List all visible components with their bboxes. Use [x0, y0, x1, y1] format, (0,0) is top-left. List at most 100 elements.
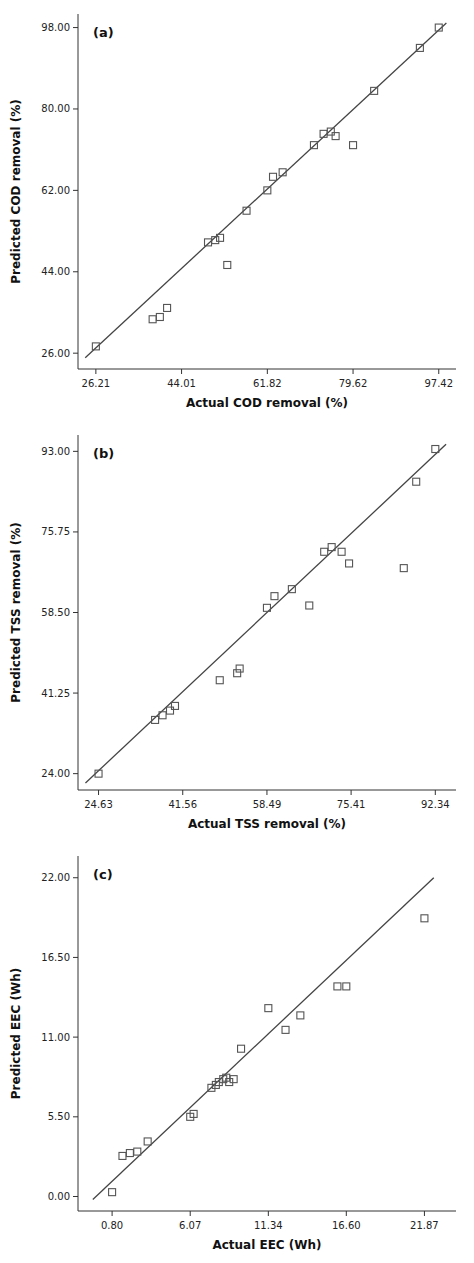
- scatter-point: [119, 1152, 126, 1159]
- scatter-point: [320, 130, 327, 137]
- y-tick-label: 80.00: [41, 103, 70, 114]
- scatter-point: [144, 1138, 151, 1145]
- y-tick: [73, 877, 78, 878]
- y-axis-label: Predicted COD removal (%): [9, 99, 23, 283]
- x-tick-label: 26.21: [82, 378, 111, 389]
- scatter-point: [190, 1110, 197, 1117]
- scatter-point: [216, 677, 223, 684]
- scatter-point: [435, 24, 442, 31]
- x-tick-label: 0.80: [101, 1220, 123, 1231]
- scatter-point: [167, 707, 174, 714]
- scatter-point: [282, 1026, 289, 1033]
- scatter-point: [400, 565, 407, 572]
- y-tick: [73, 957, 78, 958]
- plot-area: [85, 23, 446, 358]
- scatter-point: [230, 1076, 237, 1083]
- y-tick: [73, 190, 78, 191]
- x-tick-label: 97.42: [424, 378, 453, 389]
- x-tick: [424, 1211, 425, 1216]
- y-tick-label: 93.00: [41, 446, 70, 457]
- y-tick: [73, 451, 78, 452]
- plot-area: [93, 878, 434, 1200]
- y-tick: [73, 693, 78, 694]
- y-axis-line: [78, 856, 79, 1211]
- x-tick: [351, 790, 352, 795]
- scatter-point: [334, 983, 341, 990]
- x-tick: [95, 369, 96, 374]
- scatter-point: [205, 239, 212, 246]
- scatter-point: [346, 560, 353, 567]
- scatter-point: [95, 770, 102, 777]
- y-tick-label: 24.00: [41, 768, 70, 779]
- scatter-point: [264, 187, 271, 194]
- y-tick: [73, 1196, 78, 1197]
- plot-area: [85, 444, 446, 783]
- x-tick-label: 41.56: [168, 799, 197, 810]
- scatter-point: [270, 173, 277, 180]
- scatter-point: [234, 670, 241, 677]
- y-tick: [73, 773, 78, 774]
- scatter-point: [271, 593, 278, 600]
- y-tick-label: 58.50: [41, 607, 70, 618]
- scatter-point: [328, 544, 335, 551]
- y-tick-label: 98.00: [41, 22, 70, 33]
- scatter-point: [171, 702, 178, 709]
- x-tick-label: 92.34: [421, 799, 450, 810]
- y-tick: [73, 612, 78, 613]
- scatter-point: [226, 1079, 233, 1086]
- x-axis-line: [78, 1211, 456, 1212]
- y-tick-label: 26.00: [41, 348, 70, 359]
- scatter-point: [310, 142, 317, 149]
- y-tick: [73, 1037, 78, 1038]
- scatter-point: [159, 712, 166, 719]
- panel: 0.806.0711.3416.6021.870.005.5011.0016.5…: [9, 856, 457, 1252]
- x-tick: [268, 1211, 269, 1216]
- scatter-point: [321, 548, 328, 555]
- regression-line: [85, 23, 446, 358]
- x-tick-label: 79.62: [339, 378, 368, 389]
- y-tick-label: 5.50: [48, 1111, 70, 1122]
- x-tick-label: 21.87: [410, 1220, 439, 1231]
- x-tick: [190, 1211, 191, 1216]
- x-tick: [438, 369, 439, 374]
- x-tick: [98, 790, 99, 795]
- scatter-point: [217, 234, 224, 241]
- scatter-point: [236, 665, 243, 672]
- x-tick: [353, 369, 354, 374]
- y-axis-line: [78, 14, 79, 369]
- y-tick-label: 41.25: [41, 688, 70, 699]
- scatter-point: [208, 1084, 215, 1091]
- scatter-point: [338, 548, 345, 555]
- scatter-point: [265, 1005, 272, 1012]
- x-tick-label: 44.01: [167, 378, 196, 389]
- scatter-point: [432, 446, 439, 453]
- scatter-point: [126, 1150, 133, 1157]
- scatter-point: [134, 1148, 141, 1155]
- y-tick: [73, 271, 78, 272]
- y-tick-label: 44.00: [41, 266, 70, 277]
- scatter-point: [238, 1045, 245, 1052]
- x-tick: [182, 790, 183, 795]
- x-tick: [267, 369, 268, 374]
- scatter-point: [371, 87, 378, 94]
- scatter-point: [156, 313, 163, 320]
- x-axis-label: Actual TSS removal (%): [188, 817, 346, 831]
- panel-label: (b): [93, 446, 114, 461]
- x-tick: [112, 1211, 113, 1216]
- regression-line: [85, 444, 446, 783]
- y-axis-label: Predicted TSS removal (%): [9, 522, 23, 702]
- panel-label: (a): [93, 25, 114, 40]
- scatter-point: [413, 478, 420, 485]
- x-tick-label: 58.49: [253, 799, 282, 810]
- x-tick-label: 6.07: [179, 1220, 201, 1231]
- scatter-point: [212, 237, 219, 244]
- panel: 26.2144.0161.8279.6297.4226.0044.0062.00…: [9, 14, 457, 410]
- y-tick: [73, 1116, 78, 1117]
- panel-label: (c): [93, 867, 113, 882]
- x-tick: [181, 369, 182, 374]
- background: [0, 0, 474, 1263]
- scatter-point: [92, 343, 99, 350]
- y-tick-label: 62.00: [41, 185, 70, 196]
- x-axis-label: Actual EEC (Wh): [212, 1238, 321, 1252]
- y-axis-label: Predicted EEC (Wh): [9, 968, 23, 1099]
